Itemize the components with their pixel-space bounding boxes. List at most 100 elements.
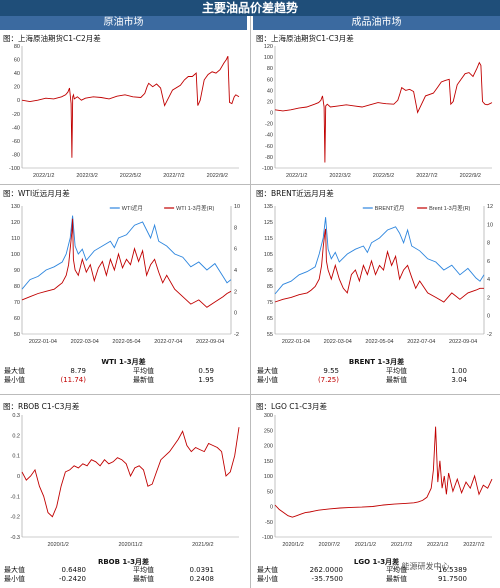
watermark: ◎ 能源研发中心 xyxy=(392,561,450,572)
series-line xyxy=(21,56,240,158)
label-min: 最小值 xyxy=(4,376,25,384)
row-divider xyxy=(0,394,500,395)
y-tick-label: -80 xyxy=(265,155,273,161)
y2-tick-label: 0 xyxy=(234,311,237,317)
row-divider xyxy=(0,184,500,185)
label-avg: 平均值 xyxy=(133,367,154,375)
y-tick-label: 85 xyxy=(267,284,273,290)
panel-title-p1: 图：上海原油期货C1-C2月差 xyxy=(3,34,101,43)
stats-table-wti: 最大值 8.79 平均值 0.59 最小值 (11.74) 最新值 1.95 xyxy=(2,367,216,385)
value-avg: 0.0391 xyxy=(189,566,215,574)
label-avg: 平均值 xyxy=(386,566,407,574)
y-tick-label: 120 xyxy=(11,220,20,226)
y-tick-label: 110 xyxy=(11,236,20,242)
y-tick-label: 0 xyxy=(17,98,20,104)
y-tick-label: 60 xyxy=(14,316,20,322)
series-line xyxy=(21,218,232,308)
y-tick-label: -0.3 xyxy=(11,535,20,541)
y-tick-label: -100 xyxy=(262,166,273,172)
y-tick-label: 40 xyxy=(14,71,20,77)
y-tick-label: -40 xyxy=(12,125,20,131)
y-tick-label: -60 xyxy=(12,139,20,145)
x-tick-label: 2022/5/2 xyxy=(120,173,141,179)
y-tick-label: 95 xyxy=(267,268,273,274)
page-title: 主要油品价差趋势 xyxy=(0,0,500,16)
value-max: 262.0000 xyxy=(309,566,343,574)
x-tick-label: 2022/9/2 xyxy=(460,173,481,179)
series-line xyxy=(21,215,232,290)
y-tick-label: 300 xyxy=(264,413,273,419)
y-tick-label: 100 xyxy=(11,252,20,258)
value-avg: 16.5389 xyxy=(438,566,467,574)
label-max: 最大值 xyxy=(257,367,278,375)
legend-label: BRENT近月 xyxy=(375,204,405,212)
x-tick-label: 2021/9/2 xyxy=(192,542,213,548)
y-tick-label: 40 xyxy=(267,88,273,94)
y-tick-label: 115 xyxy=(264,236,273,242)
x-tick-label: 2022/3/2 xyxy=(329,173,350,179)
stats-table-brent: 最大值 9.55 平均值 1.00 最小值 (7.25) 最新值 3.04 xyxy=(255,367,469,385)
value-avg: 0.59 xyxy=(198,367,214,375)
label-latest: 最新值 xyxy=(133,575,154,583)
value-max: 9.55 xyxy=(323,367,339,375)
y2-tick-label: 2 xyxy=(234,289,237,295)
y2-tick-label: 0 xyxy=(487,314,490,320)
value-max: 8.79 xyxy=(70,367,86,375)
y-tick-label: 60 xyxy=(267,77,273,83)
x-tick-label: 2022/9/2 xyxy=(207,173,228,179)
y-tick-label: 70 xyxy=(14,300,20,306)
x-tick-label: 2022/5/2 xyxy=(373,173,394,179)
y-tick-label: 20 xyxy=(14,85,20,91)
x-tick-label: 2022/1/2 xyxy=(33,173,54,179)
legend-label: Brent 1-3月差(R) xyxy=(429,204,470,212)
y-tick-label: 250 xyxy=(264,428,273,434)
x-tick-label: 2022-09-04 xyxy=(449,339,477,345)
y-tick-label: 100 xyxy=(264,474,273,480)
x-tick-label: 2022-05-04 xyxy=(112,339,140,345)
y2-tick-label: -2 xyxy=(487,332,492,338)
y-tick-label: 80 xyxy=(14,284,20,290)
crude-market-header: 原油市场 xyxy=(0,16,247,30)
x-tick-label: 2022-01-04 xyxy=(282,339,310,345)
legend-label: WTI 1-3月差(R) xyxy=(176,204,214,212)
y-tick-label: -100 xyxy=(9,166,20,172)
y-tick-label: -80 xyxy=(12,152,20,158)
x-tick-label: 2021/1/2 xyxy=(355,542,376,548)
x-tick-label: 2020/1/2 xyxy=(47,542,68,548)
stats-title-rbob: RBOB 1-3月差 xyxy=(97,558,150,566)
value-max: 0.6480 xyxy=(61,566,87,574)
label-latest: 最新值 xyxy=(133,376,154,384)
y-tick-label: 65 xyxy=(267,316,273,322)
y-tick-label: 20 xyxy=(267,99,273,105)
y-tick-label: 0.3 xyxy=(12,413,20,419)
series-line xyxy=(274,217,485,295)
y-tick-label: 80 xyxy=(267,66,273,72)
y2-tick-label: 12 xyxy=(487,204,493,210)
series-line xyxy=(274,228,484,303)
chart-p5: -0.3 -0.2 -0.1 0 0.1 0.2 0.3 2020/1/2 2020/11/2 2… xyxy=(11,413,240,548)
chart-p4: 55 65 75 85 95 105 115 125 135 -2 0 2 4 6 8 10 12 2022-01… xyxy=(264,204,493,345)
label-min: 最小值 xyxy=(257,575,278,583)
label-max: 最大值 xyxy=(4,367,25,375)
y-tick-label: 75 xyxy=(267,300,273,306)
x-tick-label: 2022/3/2 xyxy=(76,173,97,179)
stats-table-lgo: 最大值 262.0000 平均值 16.5389 最小值 -35.7500 最新… xyxy=(255,566,469,584)
y-tick-label: -60 xyxy=(265,144,273,150)
legend-label: WTI近月 xyxy=(122,204,143,212)
y-tick-label: -50 xyxy=(265,520,273,526)
y-tick-label: 90 xyxy=(14,268,20,274)
x-tick-label: 2021/7/2 xyxy=(391,542,412,548)
value-latest: 1.95 xyxy=(198,376,214,384)
series-line xyxy=(274,61,493,163)
y-tick-label: 80 xyxy=(14,44,20,50)
y2-tick-label: 10 xyxy=(234,204,240,210)
x-tick-label: 2022-05-04 xyxy=(365,339,393,345)
y2-tick-label: 6 xyxy=(234,247,237,253)
y-tick-label: 0 xyxy=(17,474,20,480)
label-max: 最大值 xyxy=(4,566,25,574)
value-min: (11.74) xyxy=(60,376,86,384)
x-tick-label: 2022-07-04 xyxy=(407,339,435,345)
label-avg: 平均值 xyxy=(133,566,154,574)
panel-title-p6: 图：LGO C1-C3月差 xyxy=(256,402,328,411)
y-tick-label: -0.2 xyxy=(11,515,20,521)
